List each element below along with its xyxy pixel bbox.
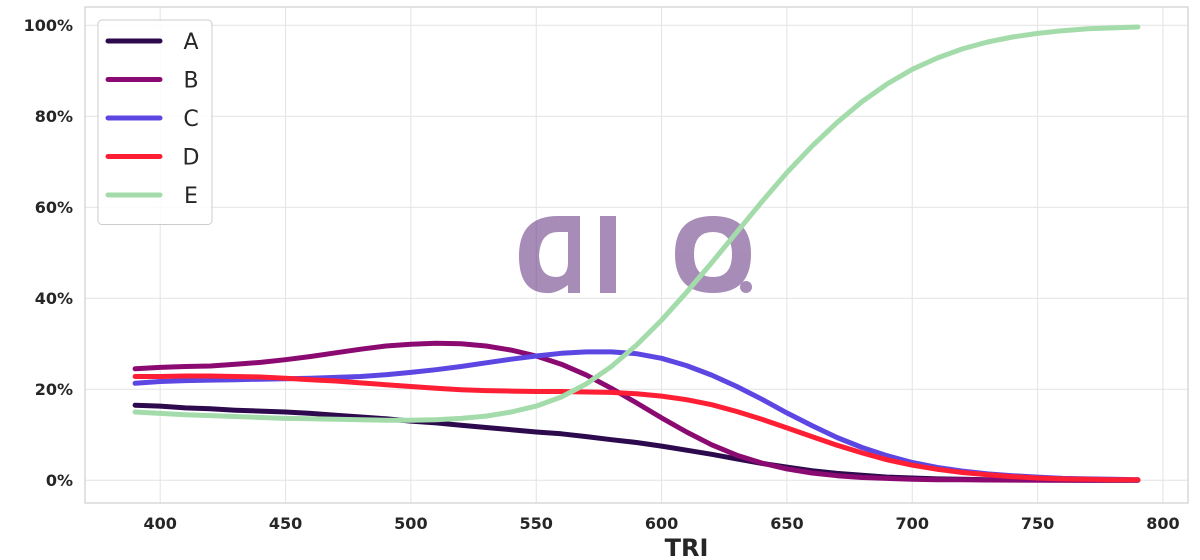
legend-label: D: [183, 146, 200, 171]
series-lines: [132, 24, 1141, 483]
watermark-letter-a: [519, 216, 580, 294]
x-tick-label: 400: [144, 514, 177, 533]
watermark-dot: [740, 281, 752, 293]
y-tick-label: 40%: [35, 289, 73, 308]
legend-label: C: [183, 107, 198, 132]
legend-label: E: [184, 184, 198, 209]
x-tick-label: 650: [770, 514, 803, 533]
legend-box: [97, 19, 213, 225]
y-tick-label: 100%: [24, 16, 73, 35]
y-tick-label: 0%: [46, 471, 73, 490]
y-axis-ticks: 0% 20% 40% 60% 80% 100%: [24, 16, 73, 490]
x-tick-label: 600: [645, 514, 678, 533]
series-line-d: [132, 373, 1141, 483]
x-tick-label: 750: [1021, 514, 1054, 533]
x-tick-label: 800: [1146, 514, 1179, 533]
x-axis-ticks: 400 450 500 550 600 650 700 750 800: [144, 514, 1180, 533]
x-tick-label: 550: [520, 514, 553, 533]
series-line-b: [132, 340, 1141, 483]
x-axis-title: TRI: [665, 534, 709, 560]
legend-label: B: [183, 69, 198, 94]
x-tick-label: 500: [394, 514, 427, 533]
x-tick-label: 450: [269, 514, 302, 533]
grid: [85, 7, 1188, 503]
legend-label: A: [183, 30, 198, 55]
y-tick-label: 60%: [35, 198, 73, 217]
y-tick-label: 20%: [35, 380, 73, 399]
plot-frame: [84, 6, 1189, 504]
x-tick-label: 700: [896, 514, 929, 533]
watermark-letter-i: [600, 216, 616, 293]
y-tick-label: 80%: [35, 107, 73, 126]
series-line-e: [132, 24, 1141, 423]
